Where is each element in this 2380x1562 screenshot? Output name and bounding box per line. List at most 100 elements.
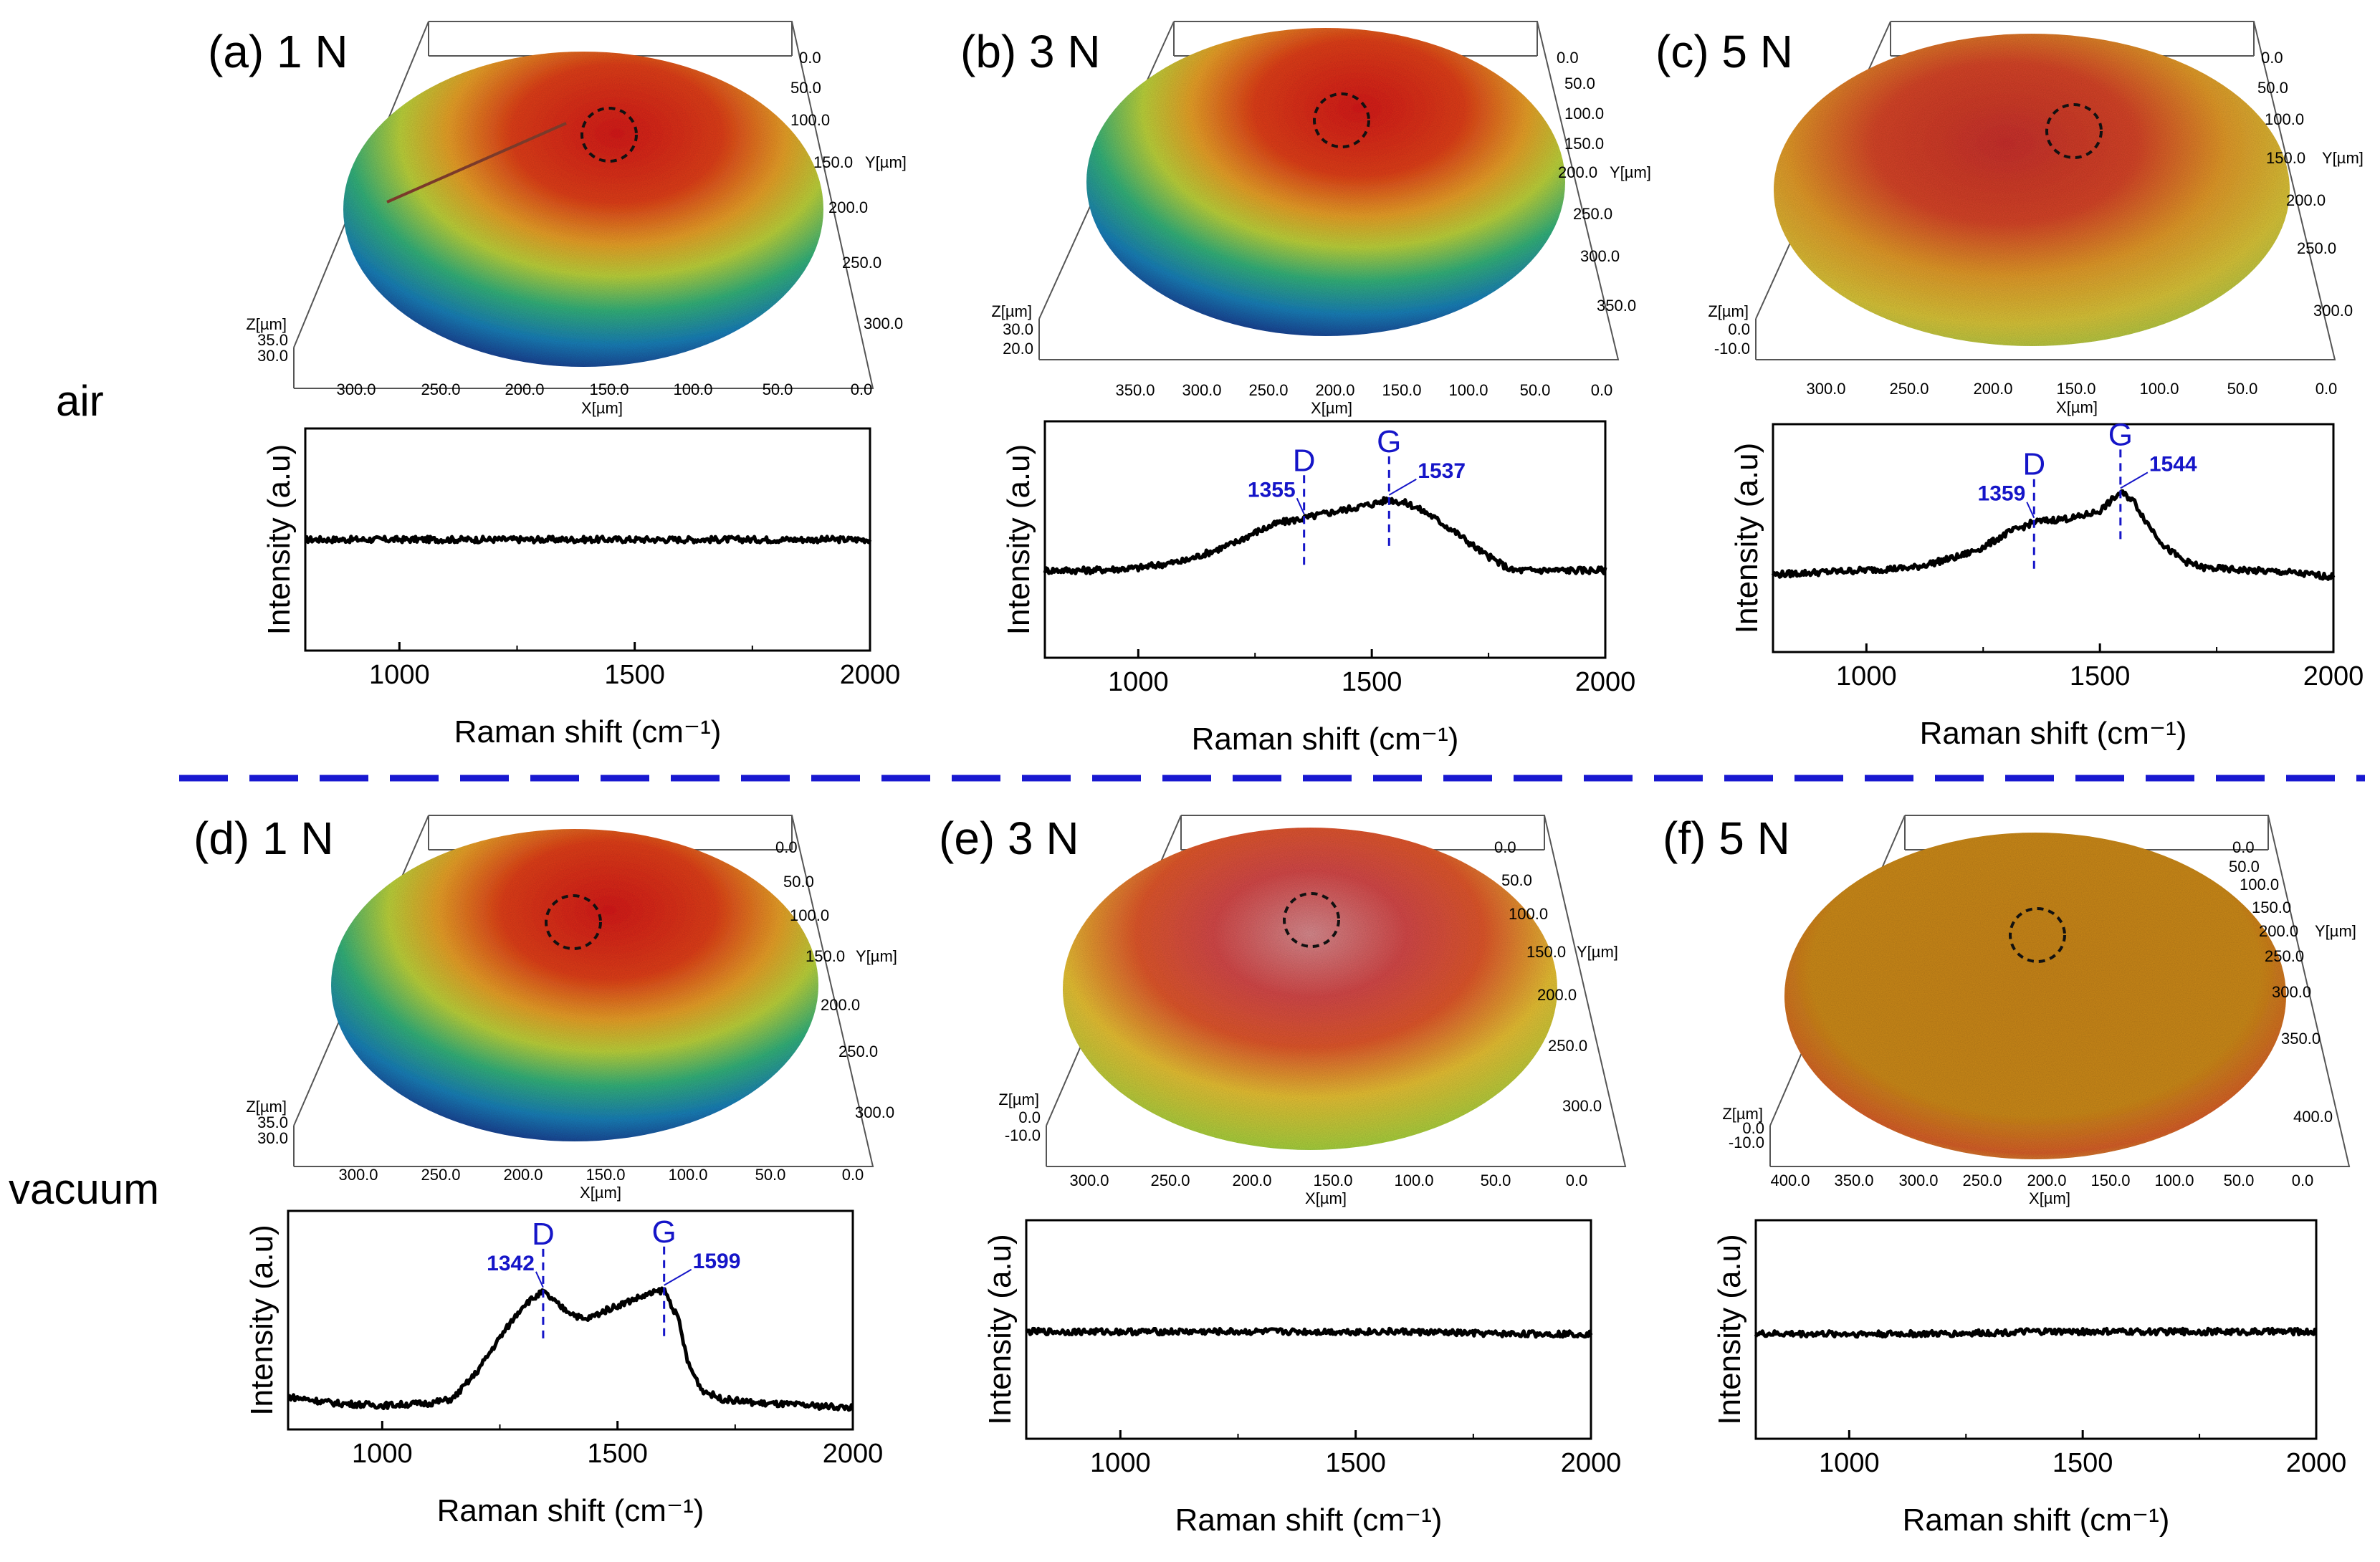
x-tick-b-3: 200.0 [1315, 381, 1354, 399]
x-tick-e-4: 100.0 [1394, 1172, 1433, 1189]
z-tick-a-1: 30.0 [257, 347, 288, 365]
raman-chart-e: 1000 1500 2000 Raman shift (cm⁻¹) Intensity … [983, 1219, 1621, 1538]
x-axis-label-f: X[µm] [2029, 1189, 2070, 1207]
measurement-circle-e [1283, 892, 1340, 948]
x-tick-c-2: 200.0 [1973, 380, 2012, 398]
y-ticks-e: 0.0 50.0 100.0 150.0 200.0 250.0 300.0 Y… [1494, 838, 1618, 1115]
y-tick-a-3: 150.0 [813, 153, 853, 171]
panel-title-e: (e) 3 N [939, 813, 1079, 864]
x-tick-c-4: 100.0 [2139, 380, 2179, 398]
z-axis-label-d: Z[µm] [246, 1098, 287, 1116]
y-ticks-a: 0.0 50.0 100.0 150.0 200.0 250.0 300.0 Y… [790, 49, 907, 332]
y-tick-e-3: 150.0 [1526, 943, 1566, 961]
y-axis-label-e: Y[µm] [1577, 943, 1618, 961]
y-tick-e-6: 300.0 [1562, 1097, 1602, 1115]
peak-band-c-G: G [2108, 417, 2133, 452]
x-tick-b-1: 300.0 [1182, 381, 1221, 399]
peak-leader-c-D [2026, 502, 2035, 519]
spectrum-line-b [1043, 496, 1607, 575]
panel-title-b: (b) 3 N [960, 26, 1101, 77]
z-axis-d: Z[µm] 35.0 30.0 [246, 1098, 288, 1147]
measurement-circle-f [2009, 907, 2066, 963]
z-axis-label-a: Z[µm] [246, 315, 287, 333]
y-axis-label-raman-c: Intensity (a.u) [1729, 443, 1764, 634]
x-axis-label-raman-b: Raman shift (cm⁻¹) [1192, 722, 1459, 757]
y-tick-d-0: 0.0 [775, 838, 798, 856]
peak-band-d-D: D [532, 1217, 555, 1252]
y-tick-b-2: 100.0 [1564, 105, 1604, 123]
wear-scratch-a [386, 122, 567, 203]
row-label-air: air [56, 377, 104, 425]
spectrum-line-c [1771, 489, 2336, 581]
y-tick-d-4: 200.0 [821, 996, 860, 1014]
y-tick-a-6: 300.0 [864, 315, 903, 332]
y-tick-c-5: 250.0 [2297, 239, 2336, 257]
x-tick-e-1: 250.0 [1150, 1172, 1190, 1189]
y-axis-label-raman-e: Intensity (a.u) [983, 1234, 1018, 1425]
spectrum-line-f [1754, 1326, 2317, 1339]
z-tick-b-0: 30.0 [1003, 320, 1033, 338]
x-tick-b-5: 100.0 [1448, 381, 1488, 399]
x-tick-d-0: 300.0 [338, 1166, 378, 1184]
x-axis-label-a: X[µm] [581, 399, 623, 417]
x-tick-a-3: 150.0 [589, 380, 629, 398]
y-tick-a-1: 50.0 [790, 79, 821, 97]
y-axis-label-a: Y[µm] [865, 153, 907, 171]
x-tick-a-1: 250.0 [421, 380, 460, 398]
x-tick-e-6: 0.0 [1566, 1172, 1588, 1189]
measurement-circle-d [545, 894, 602, 950]
x-tick-b-2: 250.0 [1248, 381, 1288, 399]
raman-chart-f: 1000 1500 2000 Raman shift (cm⁻¹) Intensity … [1712, 1219, 2346, 1538]
raman-chart-d: 1000 1500 2000 Raman shift (cm⁻¹) Intensity … [244, 1209, 883, 1528]
measurement-circle-a [580, 107, 638, 163]
x-axis-label-e: X[µm] [1305, 1189, 1347, 1207]
raman-chart-c: 1000 1500 2000 Raman shift (cm⁻¹) Intensity … [1729, 417, 2364, 751]
measurement-circle-b [1313, 92, 1370, 148]
y-tick-f-8: 400.0 [2293, 1108, 2333, 1126]
x-tick-f-8: 0.0 [2292, 1172, 2314, 1189]
y-tick-b-4: 200.0 [1558, 163, 1597, 181]
z-tick-a-0: 35.0 [257, 331, 288, 349]
raman-chart-a: 1000 1500 2000 Raman shift (cm⁻¹) Intensity … [262, 427, 901, 749]
x-tick-label-f-0: 1000 [1819, 1448, 1880, 1478]
y-tick-f-1: 50.0 [2229, 858, 2260, 876]
x-tick-a-0: 300.0 [336, 380, 376, 398]
y-ticks-b: 0.0 50.0 100.0 150.0 200.0 250.0 300.0 3… [1557, 49, 1651, 315]
y-tick-c-2: 100.0 [2265, 110, 2304, 128]
spectrum-line-d [287, 1286, 854, 1412]
x-tick-label-a-2: 2000 [840, 660, 901, 690]
y-tick-b-1: 50.0 [1564, 75, 1595, 92]
raman-chart-b: 1000 1500 2000 Raman shift (cm⁻¹) Intensity … [1001, 420, 1635, 757]
x-tick-label-b-0: 1000 [1108, 667, 1169, 697]
z-axis-b: Z[µm] 30.0 20.0 [991, 302, 1033, 358]
wear-surface-e [1063, 828, 1557, 1150]
x-tick-d-3: 150.0 [586, 1166, 625, 1184]
z-tick-c-1: -10.0 [1714, 340, 1750, 358]
y-tick-d-6: 300.0 [855, 1103, 894, 1121]
peak-leader-d-G [664, 1268, 692, 1286]
peak-leader-c-G [2120, 471, 2149, 489]
y-tick-f-7: 350.0 [2281, 1030, 2321, 1048]
x-ticks-e: 300.0 250.0 200.0 150.0 100.0 50.0 0.0 [1069, 1172, 1587, 1189]
y-tick-a-5: 250.0 [842, 254, 881, 272]
x-tick-c-3: 150.0 [2056, 380, 2095, 398]
y-tick-b-6: 300.0 [1580, 247, 1620, 265]
x-tick-f-3: 250.0 [1962, 1172, 2002, 1189]
z-tick-c-0: 0.0 [1728, 320, 1750, 338]
z-tick-d-0: 35.0 [257, 1113, 288, 1131]
y-axis-label-raman-a: Intensity (a.u) [262, 444, 297, 636]
z-tick-e-0: 0.0 [1018, 1108, 1041, 1126]
z-axis-c: Z[µm] 0.0 -10.0 [1708, 302, 1750, 358]
x-ticks-d: 300.0 250.0 200.0 150.0 100.0 50.0 0.0 [338, 1166, 864, 1184]
x-tick-e-5: 50.0 [1481, 1172, 1511, 1189]
surface-map-d: (d) 1 N 300.0 250.0 200.0 150.0 100.0 50… [193, 813, 897, 1202]
surface-map-a: (a) 1 N 300.0 250.0 200.0 150.0 100.0 50… [208, 21, 907, 417]
x-tick-d-2: 200.0 [503, 1166, 543, 1184]
x-tick-label-e-1: 1500 [1325, 1448, 1386, 1478]
x-tick-label-a-0: 1000 [369, 660, 430, 690]
z-tick-f-1: -10.0 [1729, 1134, 1764, 1151]
plot-frame-d [287, 1209, 854, 1431]
y-axis-label-d: Y[µm] [856, 947, 897, 965]
peak-value-d-D: 1342 [487, 1252, 535, 1275]
